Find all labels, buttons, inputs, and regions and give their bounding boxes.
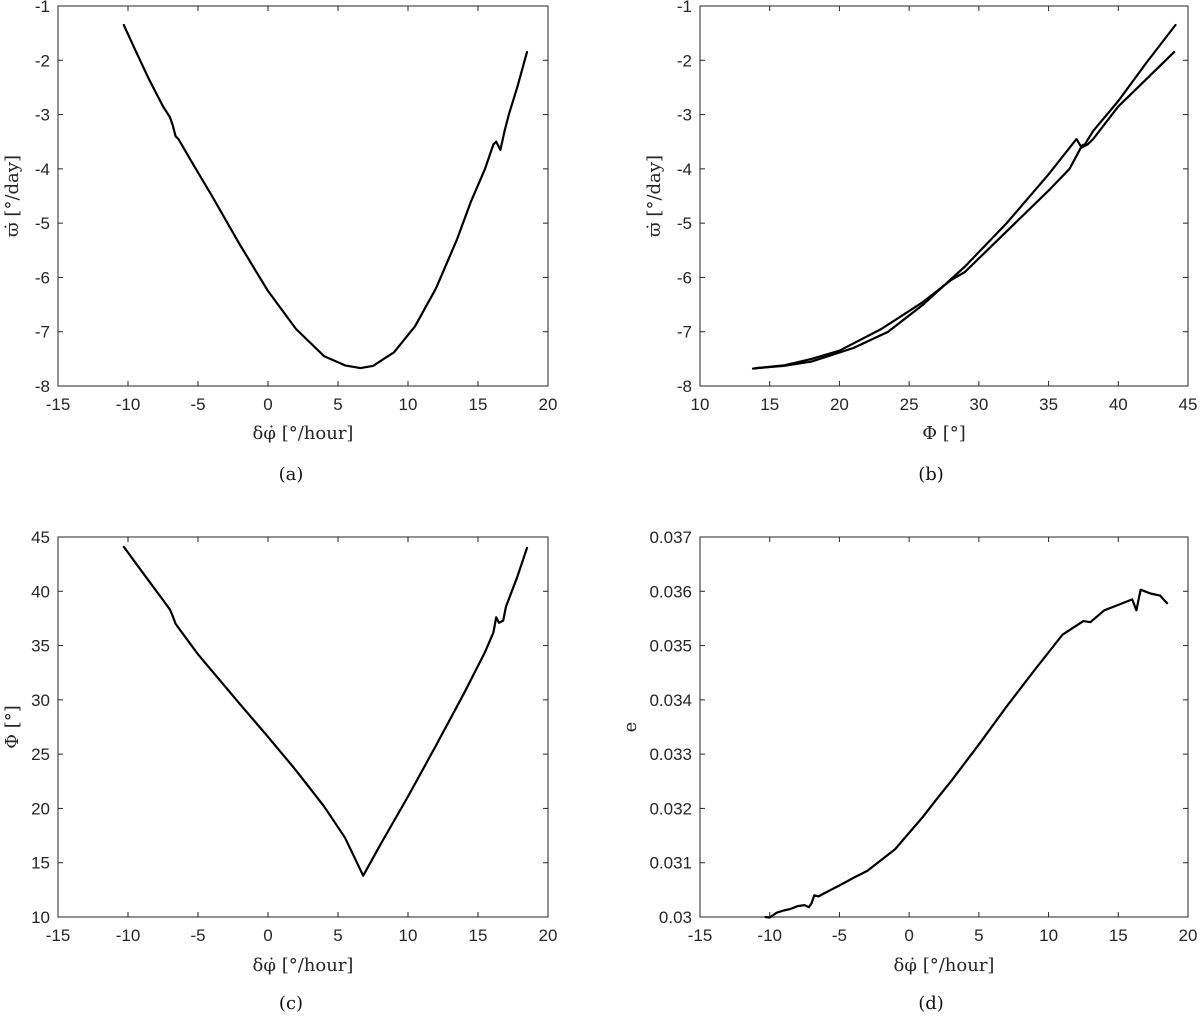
panel-d-axes-box xyxy=(699,536,1189,918)
panel-d-caption: (d) xyxy=(918,993,944,1014)
panel-a-xlabel: δφ̇ [°/hour] xyxy=(253,423,354,444)
panel-c-series-line-1 xyxy=(122,545,529,877)
panel-d-xlabel: δφ̇ [°/hour] xyxy=(894,955,995,976)
panel-b-xlabel: Φ [°] xyxy=(922,423,966,444)
panel-a-axes-box xyxy=(57,5,549,387)
panel-d: -15 -10 -5 0 5 10 15 20 0.03 0.031 0.032 0.033 0.034… xyxy=(620,528,1197,1014)
panel-c-axes-box xyxy=(57,536,549,918)
panel-d-x-tick-label: 10 xyxy=(1039,926,1058,945)
panel-d-series-line-1 xyxy=(764,588,1169,919)
panel-c-x-tick-label: -5 xyxy=(190,926,205,945)
panel-b-series xyxy=(751,23,1177,370)
panel-c: -15 -10 -5 0 5 10 15 20 10 15 20 25 30 35 40 45 δφ̇ [°/… xyxy=(2,528,557,1014)
panel-b-axes-box xyxy=(699,5,1189,387)
panel-d-series xyxy=(764,588,1169,919)
panel-d-x-tick-label: -10 xyxy=(757,926,782,945)
panel-c-y-tick-label: 25 xyxy=(31,745,50,764)
panel-a-y-tick-label: -3 xyxy=(35,106,50,125)
panel-b-ticks: 10 15 20 25 30 35 40 45 -8 -7 -6 -5 -4 -3 -2 -1 xyxy=(677,0,1198,414)
panel-b-x-tick-label: 10 xyxy=(691,395,710,414)
panel-a-x-tick-label: 5 xyxy=(333,395,342,414)
panel-d-ticks: -15 -10 -5 0 5 10 15 20 0.03 0.031 0.032 0.033 0.034… xyxy=(649,528,1197,945)
panel-a-y-tick-label: -4 xyxy=(35,160,50,179)
panel-c-x-tick-label: 15 xyxy=(469,926,488,945)
panel-a-series xyxy=(122,23,529,370)
panel-a-x-tick-label: -15 xyxy=(46,395,71,414)
panel-b-x-tick-label: 45 xyxy=(1179,395,1198,414)
panel-d-y-tick-label: 0.035 xyxy=(649,637,692,656)
panel-b-series-line-2 xyxy=(751,50,1176,370)
panel-a-y-tick-label: -8 xyxy=(35,377,50,396)
panel-b-x-tick-label: 20 xyxy=(830,395,849,414)
panel-a-y-tick-label: -1 xyxy=(35,0,50,16)
panel-b-y-tick-label: -1 xyxy=(677,0,692,16)
panel-c-series xyxy=(122,545,529,877)
panel-b-x-tick-label: 30 xyxy=(969,395,988,414)
panel-a-y-tick-label: -7 xyxy=(35,323,50,342)
panel-a-x-tick-label: 15 xyxy=(469,395,488,414)
panel-c-x-tick-label: 5 xyxy=(333,926,342,945)
panel-b-y-tick-label: -3 xyxy=(677,106,692,125)
panel-c-x-tick-label: -15 xyxy=(46,926,71,945)
panel-d-y-tick-label: 0.033 xyxy=(649,745,692,764)
panel-b-y-tick-label: -2 xyxy=(677,51,692,70)
panel-b-x-tick-label: 15 xyxy=(760,395,779,414)
panel-b-y-tick-label: -8 xyxy=(677,377,692,396)
panel-c-y-tick-label: 10 xyxy=(31,908,50,927)
panel-b-x-tick-label: 25 xyxy=(900,395,919,414)
panel-d-x-tick-label: 0 xyxy=(904,926,913,945)
panel-b-x-tick-label: 35 xyxy=(1039,395,1058,414)
panel-b-x-tick-label: 40 xyxy=(1109,395,1128,414)
panel-b-ylabel: ϖ̇ [°/day] xyxy=(644,155,665,237)
panel-b-y-tick-label: -4 xyxy=(677,160,692,179)
panel-a-ticks: -15 -10 -5 0 5 10 15 20 -8 -7 -6 -5 -4 -3 -2 -1 xyxy=(35,0,558,414)
panel-b: 10 15 20 25 30 35 40 45 -8 -7 -6 -5 -4 -3 -2 -1 Φ [°] ϖ… xyxy=(644,0,1197,485)
panel-d-y-tick-label: 0.037 xyxy=(649,528,692,547)
panel-c-x-tick-label: 20 xyxy=(539,926,558,945)
panel-c-y-tick-label: 15 xyxy=(31,854,50,873)
panel-a-x-tick-label: -10 xyxy=(116,395,141,414)
panel-b-series-line-1 xyxy=(754,23,1177,370)
panel-a-y-tick-label: -5 xyxy=(35,214,50,233)
panel-b-y-tick-label: -5 xyxy=(677,214,692,233)
panel-c-y-tick-label: 45 xyxy=(31,528,50,547)
panel-d-x-tick-label: -15 xyxy=(688,926,713,945)
panel-c-y-tick-label: 20 xyxy=(31,799,50,818)
panel-d-x-tick-label: 20 xyxy=(1179,926,1198,945)
panel-d-y-tick-label: 0.034 xyxy=(649,691,692,710)
panel-d-y-tick-label: 0.036 xyxy=(649,582,692,601)
panel-c-x-tick-label: 10 xyxy=(399,926,418,945)
panel-c-x-tick-label: -10 xyxy=(116,926,141,945)
panel-a-x-tick-label: 0 xyxy=(263,395,272,414)
panel-d-x-tick-label: 5 xyxy=(974,926,983,945)
panel-a-x-tick-label: 20 xyxy=(539,395,558,414)
panel-a: -15 -10 -5 0 5 10 15 20 -8 -7 -6 -5 -4 -3 -2 -1 δφ̇ [°/… xyxy=(2,0,557,485)
panel-b-caption: (b) xyxy=(918,464,944,485)
panel-c-y-tick-label: 40 xyxy=(31,582,50,601)
panel-d-y-tick-label: 0.032 xyxy=(649,799,692,818)
panel-c-ticks: -15 -10 -5 0 5 10 15 20 10 15 20 25 30 35 40 45 xyxy=(31,528,557,945)
panel-d-y-tick-label: 0.03 xyxy=(659,908,692,927)
panel-d-ylabel: e xyxy=(620,722,641,733)
panel-a-caption: (a) xyxy=(279,464,304,485)
panel-d-x-tick-label: 15 xyxy=(1109,926,1128,945)
panel-c-caption: (c) xyxy=(279,993,303,1014)
panel-a-x-tick-label: 10 xyxy=(399,395,418,414)
panel-a-ylabel: ϖ̇ [°/day] xyxy=(2,155,23,237)
panel-c-ylabel: Φ [°] xyxy=(2,705,23,749)
panel-b-y-tick-label: -7 xyxy=(677,323,692,342)
panel-c-xlabel: δφ̇ [°/hour] xyxy=(253,955,354,976)
panel-c-y-tick-label: 35 xyxy=(31,637,50,656)
panel-a-y-tick-label: -2 xyxy=(35,51,50,70)
panel-a-series-line-1 xyxy=(122,23,529,370)
panel-a-y-tick-label: -6 xyxy=(35,268,50,287)
panel-d-x-tick-label: -5 xyxy=(832,926,847,945)
panel-a-x-tick-label: -5 xyxy=(190,395,205,414)
panel-d-y-tick-label: 0.031 xyxy=(649,854,692,873)
panel-b-y-tick-label: -6 xyxy=(677,268,692,287)
panel-c-x-tick-label: 0 xyxy=(263,926,272,945)
panel-c-y-tick-label: 30 xyxy=(31,691,50,710)
